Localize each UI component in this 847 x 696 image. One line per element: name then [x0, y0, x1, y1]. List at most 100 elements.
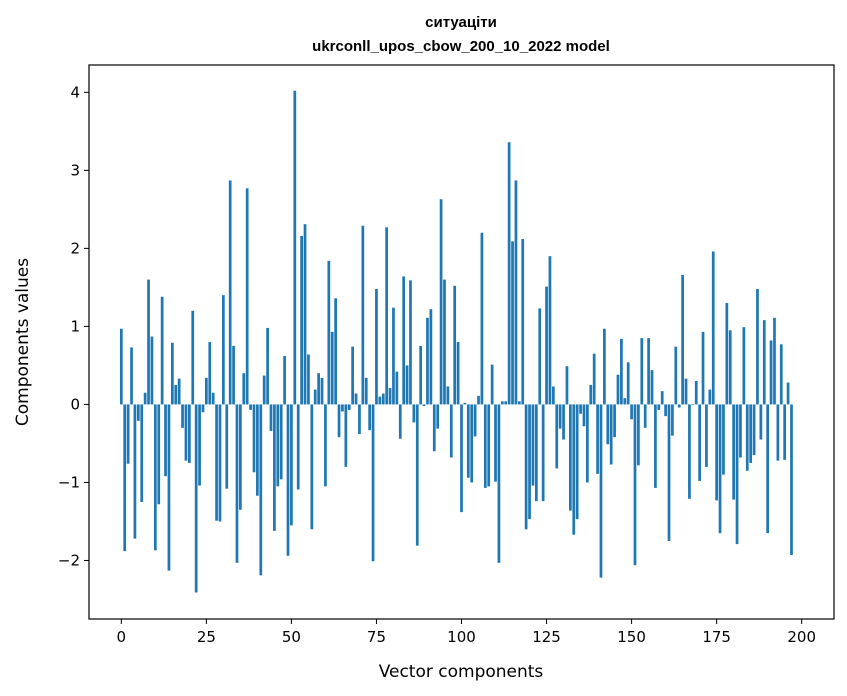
chart-subtitle: ukrconll_upos_cbow_200_10_2022 model [312, 38, 610, 55]
bar-136 [582, 404, 586, 427]
bar-155 [647, 338, 650, 405]
bar-180 [732, 404, 736, 500]
bar-129 [558, 404, 562, 429]
bar-174 [711, 251, 715, 405]
bar-138 [589, 384, 593, 405]
bar-80 [392, 307, 395, 405]
bar-60 [324, 404, 327, 487]
bar-39 [252, 404, 256, 473]
bar-72 [364, 377, 368, 405]
bar-85 [409, 280, 412, 405]
bar-25 [205, 377, 208, 405]
bar-118 [521, 239, 525, 405]
bar-147 [620, 338, 623, 405]
bar-159 [660, 391, 664, 405]
bar-158 [657, 404, 661, 410]
bar-17 [177, 378, 181, 405]
x-tick-label: 175 [702, 628, 731, 646]
bar-15 [170, 342, 174, 405]
y-tick-label: 2 [70, 239, 80, 257]
bar-151 [633, 404, 637, 566]
bar-149 [626, 362, 630, 405]
bar-137 [586, 404, 589, 483]
bar-77 [381, 393, 385, 405]
bar-132 [569, 404, 572, 511]
x-tick-label: 125 [532, 628, 561, 646]
bar-164 [677, 404, 681, 408]
bar-171 [701, 331, 705, 405]
bar-75 [375, 288, 378, 405]
bar-103 [470, 404, 474, 483]
bar-28 [215, 404, 218, 521]
bar-179 [728, 330, 732, 405]
bar-135 [579, 404, 582, 414]
bar-36 [242, 373, 246, 405]
bar-187 [756, 288, 759, 405]
bar-7 [143, 392, 147, 405]
bar-97 [449, 404, 453, 458]
bar-29 [218, 404, 222, 522]
bar-94 [439, 199, 443, 405]
bar-126 [548, 256, 552, 405]
bar-170 [698, 404, 701, 481]
bar-19 [184, 404, 188, 461]
bar-116 [514, 180, 518, 405]
bar-12 [160, 296, 164, 405]
bar-8 [147, 279, 150, 405]
bar-3 [130, 347, 133, 405]
bar-30 [222, 295, 225, 405]
bar-189 [762, 320, 766, 405]
bar-67 [347, 404, 351, 410]
bar-5 [136, 404, 140, 421]
bar-131 [565, 366, 569, 405]
bar-188 [759, 404, 763, 440]
bar-74 [371, 404, 375, 562]
bar-185 [749, 404, 753, 463]
bar-163 [674, 346, 678, 405]
bar-88 [419, 345, 423, 405]
bar-21 [191, 310, 195, 405]
bars-group [119, 90, 793, 593]
bar-84 [405, 365, 409, 405]
bar-49 [286, 404, 290, 556]
bar-165 [681, 274, 684, 405]
y-tick-label: 0 [70, 395, 80, 413]
bar-46 [276, 404, 280, 487]
bar-86 [412, 404, 416, 423]
bar-34 [235, 404, 239, 563]
bar-196 [786, 382, 790, 405]
bar-10 [153, 404, 157, 551]
bar-98 [453, 285, 457, 405]
bar-42 [262, 375, 266, 405]
y-tick-label: −2 [58, 551, 80, 569]
bar-166 [684, 378, 688, 405]
plot-frame [88, 64, 835, 620]
bar-160 [664, 404, 667, 417]
bar-154 [643, 404, 647, 428]
bar-24 [201, 404, 205, 413]
x-tick-label: 50 [282, 628, 301, 646]
x-tick-label: 25 [197, 628, 216, 646]
bar-41 [259, 404, 263, 576]
bar-58 [317, 373, 320, 405]
bar-141 [599, 404, 603, 578]
bar-20 [187, 404, 191, 463]
bar-38 [249, 404, 252, 410]
bar-92 [432, 404, 436, 452]
x-tick-label: 150 [617, 628, 646, 646]
bar-105 [477, 395, 480, 405]
bar-53 [300, 235, 303, 405]
bar-140 [596, 404, 599, 474]
bar-100 [460, 404, 463, 513]
bar-161 [667, 404, 671, 541]
bar-35 [239, 404, 242, 510]
bar-162 [671, 404, 674, 436]
bar-22 [194, 404, 198, 593]
bar-99 [456, 342, 460, 405]
bar-23 [198, 404, 201, 486]
bar-113 [504, 401, 508, 405]
x-tick-label: 200 [787, 628, 816, 646]
bar-95 [443, 279, 446, 405]
chart-title: ситуаціти [425, 14, 497, 31]
bar-111 [497, 404, 501, 563]
